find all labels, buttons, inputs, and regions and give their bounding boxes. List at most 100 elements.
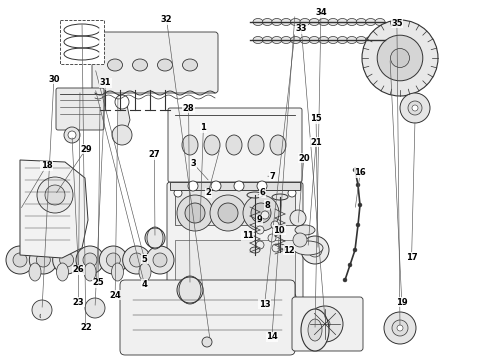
Circle shape bbox=[36, 253, 50, 267]
Circle shape bbox=[307, 306, 343, 342]
Text: 30: 30 bbox=[48, 75, 60, 84]
Ellipse shape bbox=[308, 319, 322, 341]
Ellipse shape bbox=[295, 225, 315, 235]
Ellipse shape bbox=[275, 244, 285, 250]
Ellipse shape bbox=[29, 263, 41, 281]
Ellipse shape bbox=[272, 36, 282, 44]
Text: 24: 24 bbox=[109, 291, 121, 300]
Circle shape bbox=[268, 234, 276, 242]
Circle shape bbox=[256, 241, 264, 249]
Ellipse shape bbox=[300, 18, 310, 26]
Text: 4: 4 bbox=[142, 280, 147, 289]
FancyBboxPatch shape bbox=[292, 297, 363, 351]
Ellipse shape bbox=[272, 194, 288, 200]
Ellipse shape bbox=[157, 59, 172, 71]
Ellipse shape bbox=[309, 18, 319, 26]
Circle shape bbox=[343, 278, 347, 282]
Text: 31: 31 bbox=[99, 78, 111, 87]
Ellipse shape bbox=[226, 135, 242, 155]
Circle shape bbox=[115, 95, 129, 109]
Ellipse shape bbox=[84, 263, 96, 281]
Ellipse shape bbox=[281, 36, 291, 44]
Circle shape bbox=[257, 181, 267, 191]
Ellipse shape bbox=[139, 263, 151, 281]
Polygon shape bbox=[118, 95, 130, 140]
Ellipse shape bbox=[347, 18, 357, 26]
Text: 17: 17 bbox=[406, 253, 417, 262]
Circle shape bbox=[6, 246, 34, 274]
Text: 25: 25 bbox=[92, 278, 104, 287]
Circle shape bbox=[83, 253, 97, 267]
Ellipse shape bbox=[182, 135, 198, 155]
Circle shape bbox=[243, 195, 279, 231]
Text: 27: 27 bbox=[148, 150, 160, 159]
Text: 2: 2 bbox=[205, 188, 211, 197]
Circle shape bbox=[210, 195, 246, 231]
Circle shape bbox=[177, 195, 213, 231]
Text: 14: 14 bbox=[266, 332, 278, 341]
Circle shape bbox=[288, 189, 296, 197]
Ellipse shape bbox=[328, 18, 338, 26]
FancyBboxPatch shape bbox=[120, 280, 295, 355]
Text: 3: 3 bbox=[191, 159, 196, 168]
Ellipse shape bbox=[301, 309, 329, 351]
Text: 5: 5 bbox=[142, 255, 147, 264]
Ellipse shape bbox=[253, 36, 263, 44]
Circle shape bbox=[234, 181, 244, 191]
Ellipse shape bbox=[262, 36, 272, 44]
Circle shape bbox=[218, 203, 238, 223]
Ellipse shape bbox=[204, 135, 220, 155]
Text: 29: 29 bbox=[80, 145, 92, 154]
Circle shape bbox=[188, 181, 198, 191]
Ellipse shape bbox=[291, 18, 300, 26]
Ellipse shape bbox=[300, 36, 310, 44]
Text: 8: 8 bbox=[264, 201, 270, 210]
Bar bbox=[175, 240, 295, 300]
Circle shape bbox=[145, 228, 165, 248]
Ellipse shape bbox=[366, 18, 376, 26]
Circle shape bbox=[13, 253, 27, 267]
FancyBboxPatch shape bbox=[168, 108, 302, 182]
Bar bbox=[175, 190, 295, 225]
Ellipse shape bbox=[375, 18, 385, 26]
Ellipse shape bbox=[293, 241, 323, 255]
FancyBboxPatch shape bbox=[92, 32, 218, 93]
Circle shape bbox=[353, 248, 357, 252]
Circle shape bbox=[408, 101, 422, 115]
Circle shape bbox=[301, 236, 329, 264]
Circle shape bbox=[60, 253, 74, 267]
Circle shape bbox=[272, 244, 280, 252]
Circle shape bbox=[377, 35, 423, 81]
Circle shape bbox=[271, 221, 279, 229]
Circle shape bbox=[348, 263, 352, 267]
Text: 34: 34 bbox=[315, 8, 327, 17]
Circle shape bbox=[362, 20, 438, 96]
FancyBboxPatch shape bbox=[167, 182, 303, 308]
Ellipse shape bbox=[318, 36, 329, 44]
Ellipse shape bbox=[318, 18, 329, 26]
Circle shape bbox=[32, 300, 52, 320]
Circle shape bbox=[308, 243, 322, 257]
Ellipse shape bbox=[262, 18, 272, 26]
Ellipse shape bbox=[270, 135, 286, 155]
Circle shape bbox=[174, 189, 182, 197]
Text: 13: 13 bbox=[259, 300, 270, 309]
Text: 1: 1 bbox=[200, 123, 206, 132]
Circle shape bbox=[256, 226, 264, 234]
Text: 26: 26 bbox=[73, 266, 84, 274]
Ellipse shape bbox=[281, 18, 291, 26]
Circle shape bbox=[146, 246, 174, 274]
Circle shape bbox=[64, 127, 80, 143]
Ellipse shape bbox=[338, 36, 347, 44]
Ellipse shape bbox=[356, 36, 366, 44]
Ellipse shape bbox=[247, 192, 263, 198]
Ellipse shape bbox=[132, 59, 147, 71]
Circle shape bbox=[52, 246, 81, 274]
Circle shape bbox=[353, 168, 357, 172]
Text: 6: 6 bbox=[259, 188, 265, 197]
Text: 18: 18 bbox=[41, 161, 52, 170]
Bar bbox=[60, 20, 104, 64]
Text: 9: 9 bbox=[257, 215, 263, 224]
Bar bbox=[170, 182, 300, 190]
Circle shape bbox=[320, 319, 330, 329]
